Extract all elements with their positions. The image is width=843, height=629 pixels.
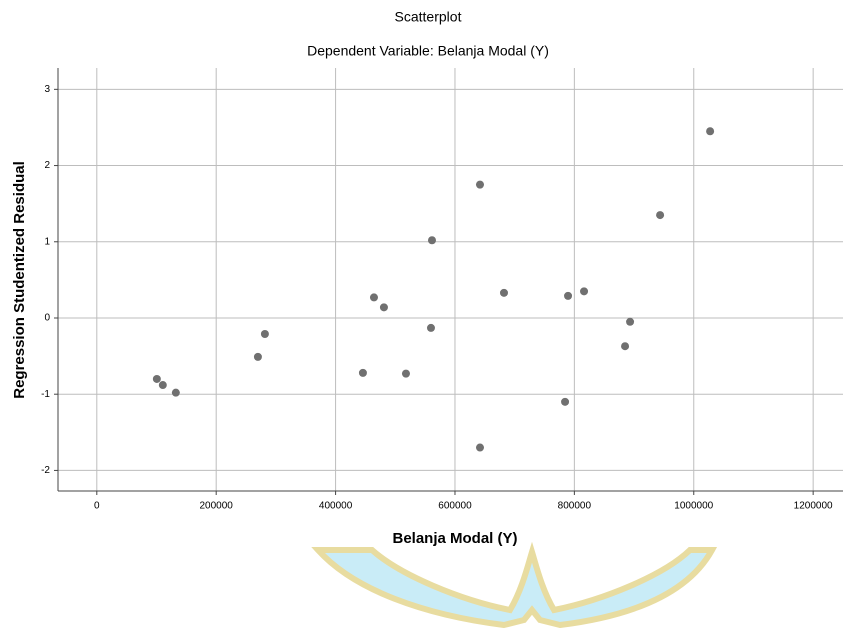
point xyxy=(428,236,436,244)
point xyxy=(359,369,367,377)
point xyxy=(370,293,378,301)
y-tick-label: 1 xyxy=(44,236,50,247)
x-axis-title: Belanja Modal (Y) xyxy=(392,530,517,547)
point xyxy=(476,181,484,189)
y-tick-label: 2 xyxy=(44,160,50,171)
x-tick-label: 200000 xyxy=(200,501,234,512)
x-tick-label: 1200000 xyxy=(794,501,833,512)
point xyxy=(153,375,161,383)
chart-subtitle: Dependent Variable: Belanja Modal (Y) xyxy=(307,43,549,59)
x-tick-label: 800000 xyxy=(558,501,592,512)
point xyxy=(656,211,664,219)
point xyxy=(500,289,508,297)
point xyxy=(626,318,634,326)
y-tick-label: -1 xyxy=(41,389,50,400)
point xyxy=(380,303,388,311)
point xyxy=(564,292,572,300)
point xyxy=(159,381,167,389)
chart: Scatterplot Dependent Variable: Belanja … xyxy=(0,0,843,629)
point xyxy=(402,370,410,378)
y-tick-label: 0 xyxy=(44,313,50,324)
y-tick-label: -2 xyxy=(41,465,50,476)
y-axis-title: Regression Studentized Residual xyxy=(11,161,28,399)
point xyxy=(172,389,180,397)
x-tick-label: 600000 xyxy=(438,501,472,512)
x-tick-label: 0 xyxy=(94,501,100,512)
point xyxy=(706,127,714,135)
plot xyxy=(153,127,714,451)
x-tick-label: 1000000 xyxy=(674,501,713,512)
point xyxy=(427,324,435,332)
point xyxy=(261,330,269,338)
x-tick-label: 400000 xyxy=(319,501,353,512)
watermark-shape xyxy=(318,550,712,625)
point xyxy=(561,398,569,406)
chart-title: Scatterplot xyxy=(395,9,462,25)
y-tick-label: 3 xyxy=(44,84,50,95)
grid: 0 200000 400000 600000 800000 1000000 1200000 -… xyxy=(41,68,843,512)
point xyxy=(580,287,588,295)
point xyxy=(621,342,629,350)
point xyxy=(254,353,262,361)
watermark xyxy=(318,550,712,625)
point xyxy=(476,444,484,452)
